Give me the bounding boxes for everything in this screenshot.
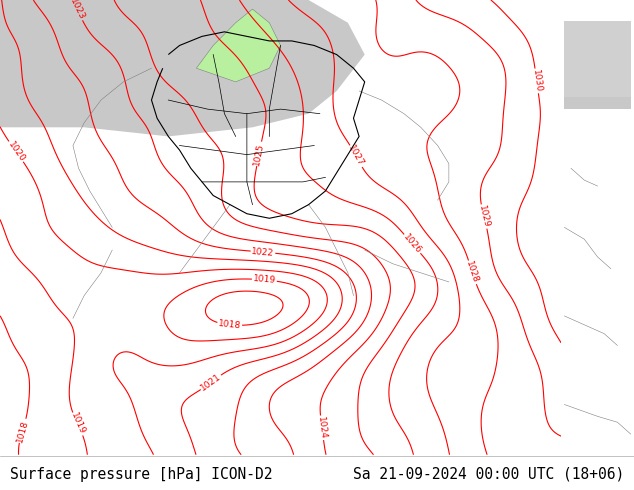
Text: Surface pressure [hPa] ICON-D2: Surface pressure [hPa] ICON-D2 — [10, 466, 272, 482]
Text: 1027: 1027 — [347, 144, 366, 168]
Text: 1019: 1019 — [69, 412, 86, 436]
Text: 1028: 1028 — [465, 260, 480, 285]
Text: 1020: 1020 — [6, 140, 27, 164]
Polygon shape — [0, 0, 365, 136]
Text: 1022: 1022 — [251, 246, 275, 258]
Text: 1029: 1029 — [477, 204, 491, 229]
Text: 1025: 1025 — [252, 142, 266, 166]
Bar — [564, 21, 631, 98]
Text: 1018: 1018 — [15, 418, 30, 443]
Text: 1030: 1030 — [531, 69, 543, 93]
Bar — [564, 21, 631, 109]
Text: Sa 21-09-2024 00:00 UTC (18+06): Sa 21-09-2024 00:00 UTC (18+06) — [353, 466, 624, 482]
Text: 1024: 1024 — [316, 416, 328, 440]
Polygon shape — [197, 9, 280, 82]
Text: 1018: 1018 — [217, 319, 242, 331]
Text: 1019: 1019 — [252, 274, 276, 285]
Text: 1021: 1021 — [199, 372, 223, 392]
Text: 1026: 1026 — [401, 232, 423, 255]
Text: 1023: 1023 — [68, 0, 86, 22]
